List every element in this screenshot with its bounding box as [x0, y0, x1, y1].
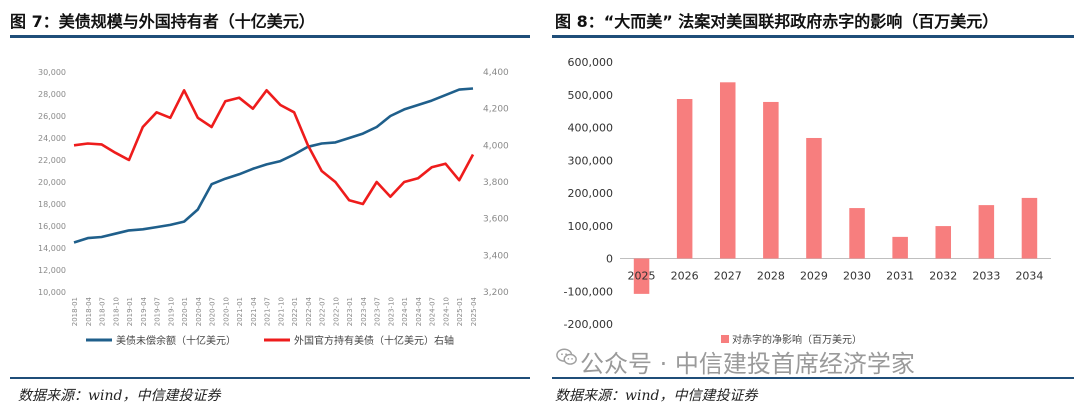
x-axis-tick-label: 2020-07 [209, 297, 217, 326]
x-axis-tick-label: 2022-04 [305, 296, 313, 326]
deficit-bar [763, 101, 779, 259]
left-axis-tick-label: 10,000 [38, 288, 66, 297]
right-bar-chart: -200,000 -100,000 0 100,000 200,000 300,000 40… [564, 56, 1051, 346]
x-axis-tick-label: 2025 [628, 270, 656, 283]
left-axis-tick-label: 22,000 [38, 156, 66, 165]
x-axis-tick-label: 2020-01 [181, 297, 189, 326]
x-axis-tick-label: 2019-10 [167, 297, 175, 326]
x-axis-tick-label: 2028 [757, 270, 785, 283]
right-axis-tick-label: 3,800 [483, 178, 509, 188]
x-axis-tick-label: 2025-01 [456, 297, 464, 326]
right-axis-tick-label: 3,200 [483, 288, 509, 298]
x-axis-tick-label: 2021-07 [264, 297, 272, 326]
x-axis-tick-label: 2027 [714, 270, 742, 283]
deficit-bar [633, 258, 650, 294]
right-axis-tick-label: 3,600 [483, 215, 509, 225]
watermark-text: 公众号 · 中信建投首席经济学家 [580, 350, 915, 378]
x-axis-tick-label: 2022-01 [291, 297, 299, 326]
left-axis-tick-label: 30,000 [38, 68, 66, 77]
left-axis-tick-label: 28,000 [38, 90, 66, 99]
legend-label: 外国官方持有美债（十亿美元）右轴 [294, 334, 454, 347]
x-axis-tick-label: 2029 [800, 270, 828, 283]
x-axis-tick-label: 2026 [671, 270, 699, 283]
x-axis-tick-label: 2018-01 [71, 297, 79, 326]
x-axis-tick-label: 2020-10 [222, 297, 230, 326]
x-axis-tick-label: 2021-10 [277, 297, 285, 326]
y-axis-tick-label: -100,000 [564, 285, 613, 298]
x-axis-tick-label: 2024-07 [429, 297, 437, 326]
left-axis-tick-label: 26,000 [38, 112, 66, 121]
left-axis-tick-label: 24,000 [38, 134, 66, 143]
x-axis-tick-label: 2023-01 [346, 297, 354, 326]
legend-label: 对赤字的净影响（百万美元） [732, 333, 862, 346]
left-axis-tick-label: 14,000 [38, 244, 66, 253]
x-axis-tick-label: 2024-10 [442, 297, 450, 326]
right-top-rule [552, 35, 1074, 38]
legend-swatch [721, 335, 729, 343]
x-axis-tick-label: 2019-07 [154, 297, 162, 326]
x-axis-tick-label: 2019-04 [140, 296, 148, 326]
right-axis-tick-label: 4,400 [483, 68, 509, 78]
deficit-bar [806, 137, 822, 259]
left-figure: 图 7：美债规模与外国持有者（十亿美元） 10,000 12,000 14,000 1… [10, 12, 530, 404]
x-axis-tick-label: 2018-04 [85, 296, 93, 326]
y-axis-tick-label: 300,000 [568, 154, 614, 167]
x-axis-tick-label: 2033 [972, 270, 1000, 283]
left-top-rule [10, 35, 530, 38]
x-axis-tick-label: 2023-07 [374, 297, 382, 326]
y-axis-tick-label: 600,000 [568, 56, 614, 69]
left-axis-tick-label: 18,000 [38, 200, 66, 209]
deficit-bar [719, 82, 736, 259]
x-axis-tick-label: 2019-01 [126, 297, 134, 326]
wechat-icon [556, 348, 577, 365]
x-axis-tick-label: 2018-07 [99, 297, 107, 326]
deficit-bar [935, 226, 952, 259]
left-axis-tick-label: 12,000 [38, 266, 66, 275]
x-axis-tick-label: 2023-10 [387, 297, 395, 326]
y-axis-tick-label: 400,000 [568, 122, 614, 135]
right-axis-tick-label: 4,000 [483, 141, 509, 151]
x-axis-tick-label: 2020-04 [195, 296, 203, 326]
y-axis-tick-label: 100,000 [568, 220, 614, 233]
y-axis-tick-label: 0 [606, 253, 613, 266]
left-chart-title: 图 7：美债规模与外国持有者（十亿美元） [10, 12, 315, 31]
right-axis-tick-label: 4,200 [483, 105, 509, 115]
treasury-outstanding-line [73, 87, 474, 244]
left-axis-tick-label: 16,000 [38, 222, 66, 231]
legend-label: 美债未偿余额（十亿美元） [116, 334, 236, 347]
x-axis-tick-label: 2021-01 [236, 297, 244, 326]
y-axis-tick-label: 500,000 [568, 89, 614, 102]
deficit-bar [1021, 197, 1038, 259]
x-axis-tick-label: 2022-07 [319, 297, 327, 326]
x-axis-tick-label: 2031 [886, 270, 914, 283]
right-bottom-rule [552, 377, 1074, 379]
deficit-bar [849, 208, 865, 259]
x-axis-tick-label: 2032 [929, 270, 957, 283]
right-axis-tick-label: 3,400 [483, 251, 509, 261]
left-line-chart: 10,000 12,000 14,000 16,000 18,000 20,000 22,0… [38, 68, 509, 347]
x-axis-tick-label: 2030 [843, 270, 871, 283]
x-axis-tick-label: 2018-10 [112, 297, 120, 326]
y-axis-tick-label: -200,000 [564, 318, 613, 331]
left-bottom-rule [10, 377, 530, 379]
right-figure: 图 8：“大而美” 法案对美国联邦政府赤字的影响（百万美元） -200,000-… [547, 0, 1080, 410]
x-axis-tick-label: 2021-04 [250, 296, 258, 326]
x-axis-tick-label: 2024-01 [401, 297, 409, 326]
x-axis-tick-label: 2034 [1015, 270, 1043, 283]
x-axis-tick-label: 2025-04 [470, 296, 478, 326]
x-axis-tick-label: 2024-04 [415, 296, 423, 326]
foreign-holdings-line [73, 88, 475, 206]
x-axis-tick-label: 2023-04 [360, 296, 368, 326]
right-chart-title: 图 8：“大而美” 法案对美国联邦政府赤字的影响（百万美元） [555, 12, 999, 31]
deficit-bar [676, 99, 693, 259]
y-axis-tick-label: 200,000 [568, 187, 614, 200]
left-source-note: 数据来源：wind，中信建投证券 [18, 388, 221, 404]
x-axis-tick-label: 2022-10 [332, 297, 340, 326]
deficit-bar [892, 236, 908, 259]
deficit-bar [978, 205, 995, 259]
left-axis-tick-label: 20,000 [38, 178, 66, 187]
right-source-note: 数据来源：wind，中信建投证券 [555, 388, 758, 404]
